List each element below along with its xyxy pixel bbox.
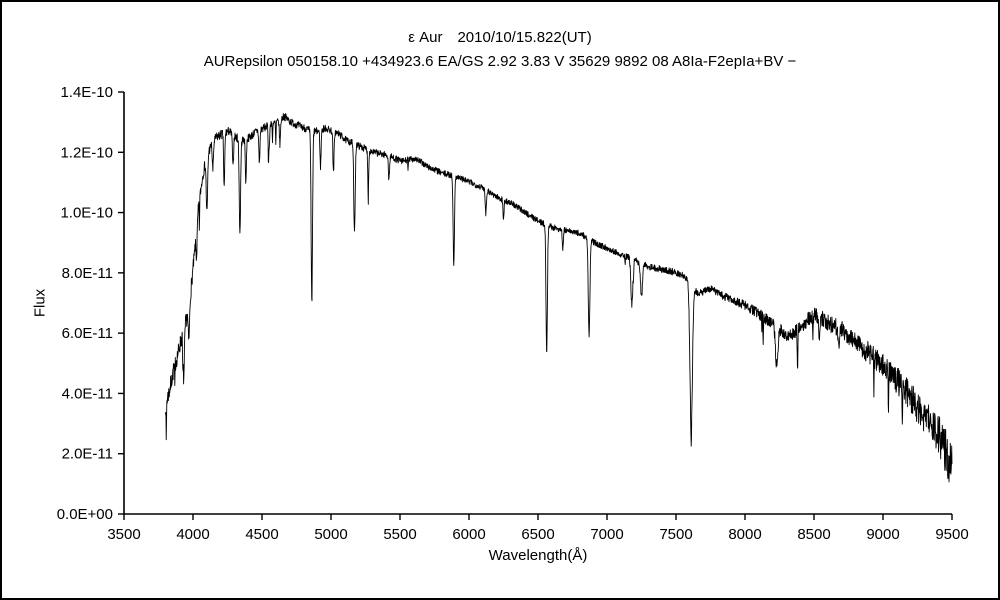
svg-text:4500: 4500 [245, 526, 278, 543]
svg-text:9500: 9500 [935, 526, 968, 543]
svg-text:7500: 7500 [659, 526, 692, 543]
y-axis-label: Flux [31, 288, 49, 318]
chart-title: ε Aur 2010/10/15.822(UT) [408, 29, 592, 46]
svg-text:3500: 3500 [107, 526, 140, 543]
svg-text:8000: 8000 [728, 526, 761, 543]
svg-text:6.0E-11: 6.0E-11 [62, 325, 113, 342]
svg-text:0.0E+00: 0.0E+00 [57, 506, 113, 523]
svg-text:5500: 5500 [383, 526, 416, 543]
svg-text:1.0E-10: 1.0E-10 [60, 205, 113, 222]
svg-text:1.2E-10: 1.2E-10 [60, 144, 113, 161]
svg-text:6500: 6500 [521, 526, 554, 543]
svg-text:4000: 4000 [176, 526, 209, 543]
svg-text:5000: 5000 [314, 526, 347, 543]
chart-subtitle: AURepsilon 050158.10 +434923.6 EA/GS 2.9… [203, 53, 797, 70]
svg-text:2.0E-11: 2.0E-11 [62, 446, 113, 463]
svg-text:1.4E-10: 1.4E-10 [60, 84, 113, 101]
svg-text:9000: 9000 [866, 526, 899, 543]
svg-text:8500: 8500 [797, 526, 830, 543]
svg-text:4.0E-11: 4.0E-11 [62, 385, 113, 402]
x-axis-label: Wavelength(Å) [488, 547, 588, 564]
svg-text:7000: 7000 [590, 526, 623, 543]
svg-text:6000: 6000 [452, 526, 485, 543]
svg-text:8.0E-11: 8.0E-11 [62, 265, 113, 282]
